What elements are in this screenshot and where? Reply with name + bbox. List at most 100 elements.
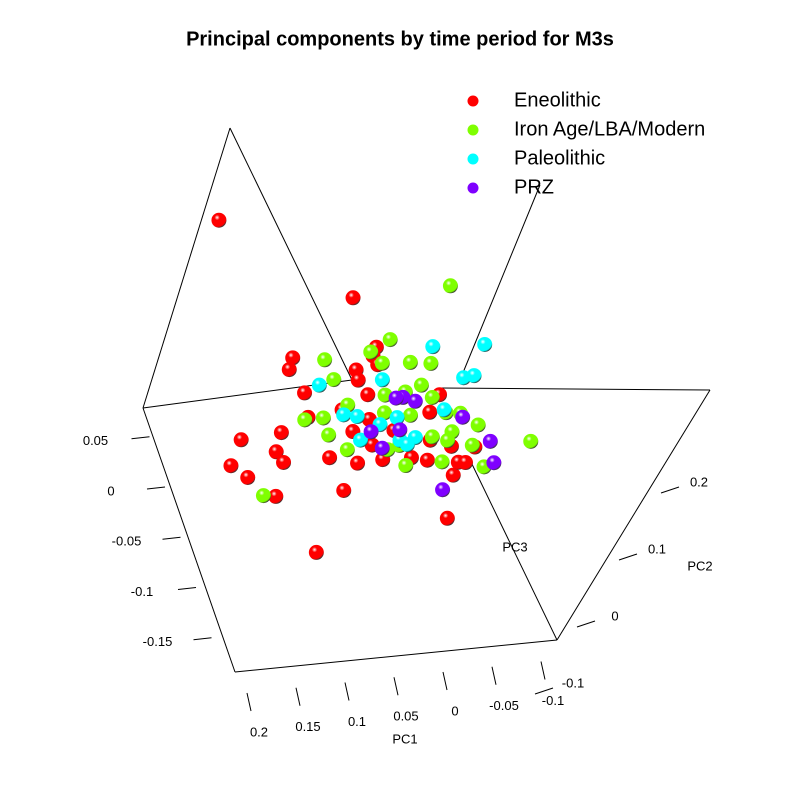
point	[336, 483, 352, 499]
point	[424, 429, 440, 445]
point	[308, 544, 324, 560]
point	[464, 437, 480, 453]
z-tick	[131, 436, 150, 440]
z-tick-label: -0.1	[131, 584, 153, 599]
point	[455, 409, 471, 425]
legend-marker	[467, 182, 479, 194]
plot-area	[211, 212, 539, 560]
z-axis-title: PC3	[502, 539, 527, 554]
z-tick	[146, 486, 166, 490]
point	[442, 278, 458, 294]
y-tick-label: -0.1	[562, 675, 584, 690]
point	[349, 409, 365, 425]
point	[363, 344, 379, 360]
point	[477, 336, 493, 352]
z-tick-label: 0	[107, 483, 114, 498]
point	[281, 362, 297, 378]
point	[273, 425, 289, 441]
point	[211, 212, 227, 228]
point	[339, 442, 355, 458]
point	[413, 377, 429, 393]
x-tick	[442, 671, 448, 691]
point	[388, 390, 404, 406]
point	[360, 387, 376, 403]
point	[374, 372, 390, 388]
legend-label: PRZ	[514, 176, 554, 198]
point	[407, 393, 423, 409]
legend: Eneolithic Iron Age/LBA/Modern Paleolithic…	[467, 89, 705, 198]
point	[403, 407, 419, 423]
z-tick-label: 0.05	[83, 433, 108, 448]
x-tick-label: 0.1	[348, 714, 366, 729]
point	[402, 354, 418, 370]
point	[240, 469, 256, 485]
legend-label: Eneolithic	[514, 89, 601, 111]
point	[255, 488, 271, 504]
point	[223, 458, 239, 474]
point	[233, 432, 249, 448]
legend-label: Iron Age/LBA/Modern	[514, 118, 705, 140]
x-tick	[344, 682, 350, 701]
point	[466, 368, 482, 384]
point	[268, 488, 284, 504]
z-tick	[177, 587, 197, 590]
point	[374, 355, 390, 371]
point	[376, 405, 392, 421]
z-tick	[162, 536, 181, 540]
point	[374, 440, 390, 456]
x-tick-label: 0.2	[250, 724, 268, 739]
point	[317, 352, 333, 368]
point	[435, 482, 451, 498]
point	[486, 455, 502, 471]
legend-marker	[467, 95, 479, 107]
point	[382, 332, 398, 348]
x-tick-label: -0.1	[542, 693, 564, 708]
point	[315, 410, 331, 426]
point	[425, 339, 441, 355]
point	[434, 454, 450, 470]
x-tick	[491, 666, 497, 685]
z-tick-label: -0.05	[112, 534, 142, 549]
point	[458, 455, 474, 471]
point	[389, 410, 405, 426]
point	[311, 377, 327, 393]
point	[422, 404, 438, 420]
point	[350, 455, 366, 471]
point	[353, 432, 369, 448]
point	[424, 390, 440, 405]
x-tick	[540, 661, 546, 680]
point	[436, 402, 452, 418]
point	[268, 444, 284, 460]
x-tick-label: 0.05	[393, 709, 418, 724]
point	[398, 458, 414, 474]
chart-title: Principal components by time period for …	[186, 28, 614, 50]
point	[399, 437, 415, 453]
point	[350, 372, 366, 388]
y-tick	[576, 620, 596, 628]
x-axis-title: PC1	[392, 731, 417, 746]
point	[276, 454, 292, 470]
legend-marker	[467, 124, 479, 136]
point	[423, 355, 439, 371]
y-axis-title: PC2	[687, 558, 712, 573]
y-tick	[618, 553, 638, 561]
point	[285, 350, 301, 366]
y-tick	[660, 486, 680, 494]
y-tick	[534, 687, 554, 695]
x-tick-label: -0.05	[489, 698, 519, 713]
point	[470, 417, 486, 433]
y-tick-label: 0	[611, 608, 618, 623]
x-tick-label: 0	[451, 703, 458, 718]
point	[363, 424, 379, 440]
y-tick-label: 0.1	[648, 541, 666, 556]
x-tick	[246, 692, 252, 712]
x-tick	[393, 677, 399, 696]
z-tick-label: -0.15	[143, 634, 173, 649]
x-tick	[295, 687, 301, 706]
point	[523, 433, 539, 449]
point	[345, 290, 361, 306]
point	[439, 510, 455, 526]
point	[322, 450, 338, 466]
